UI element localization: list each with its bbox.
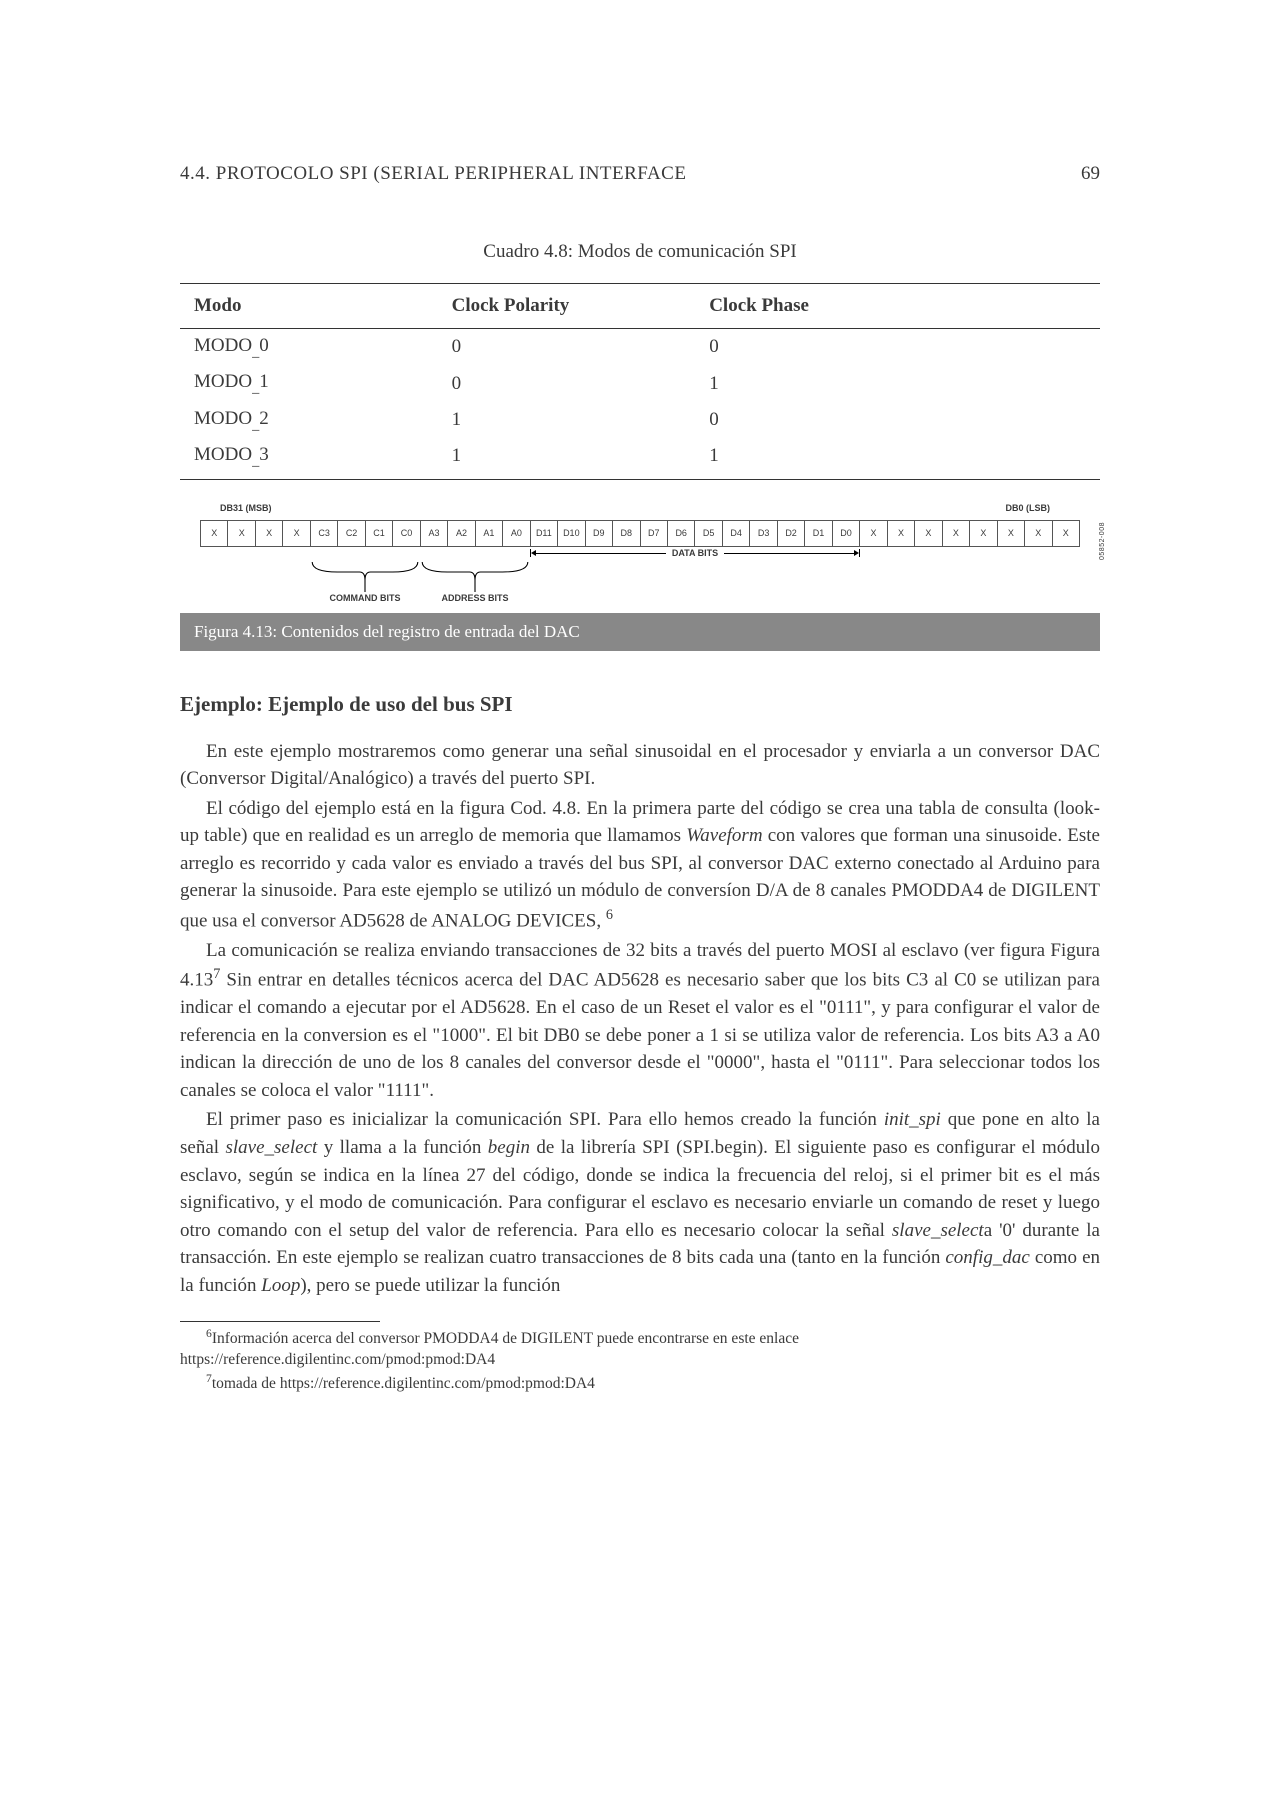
register-diagram: DB31 (MSB) DB0 (LSB) XXXXC3C2C1C0A3A2A1A… bbox=[180, 502, 1100, 604]
bit-cell: X bbox=[1052, 520, 1080, 547]
bit-cell: D10 bbox=[557, 520, 584, 547]
bit-row: XXXXC3C2C1C0A3A2A1A0D11D10D9D8D7D6D5D4D3… bbox=[200, 520, 1080, 547]
bit-cell: X bbox=[997, 520, 1024, 547]
page-number: 69 bbox=[1081, 160, 1100, 188]
spi-modes-table: Modo Clock Polarity Clock Phase MODO_0 0… bbox=[180, 283, 1100, 480]
bit-cell: X bbox=[914, 520, 941, 547]
bit-cell: X bbox=[887, 520, 914, 547]
address-bracket bbox=[420, 562, 530, 592]
command-bracket bbox=[310, 562, 420, 592]
footnote-6: 6Información acerca del conversor PMODDA… bbox=[180, 1326, 1100, 1371]
footnote-rule bbox=[180, 1321, 380, 1322]
table-row: MODO_2 1 0 bbox=[180, 402, 1100, 438]
footnote-7: 7tomada de https://reference.digilentinc… bbox=[180, 1371, 1100, 1395]
table-row: MODO_0 0 0 bbox=[180, 328, 1100, 365]
bit-cell: D3 bbox=[749, 520, 776, 547]
data-bits-bracket: DATA BITS bbox=[530, 547, 860, 560]
col-header-polarity: Clock Polarity bbox=[438, 284, 696, 329]
paragraph: La comunicación se realiza enviando tran… bbox=[180, 937, 1100, 1105]
section-heading: Ejemplo: Ejemplo de uso del bus SPI bbox=[180, 689, 1100, 719]
page-header: 4.4. PROTOCOLO SPI (SERIAL PERIPHERAL IN… bbox=[180, 160, 1100, 188]
bit-cell: A0 bbox=[502, 520, 529, 547]
paragraph: En este ejemplo mostraremos como generar… bbox=[180, 738, 1100, 793]
bit-cell: X bbox=[969, 520, 996, 547]
bit-cell: C0 bbox=[392, 520, 419, 547]
bit-cell: C3 bbox=[310, 520, 337, 547]
lsb-label: DB0 (LSB) bbox=[1006, 502, 1051, 515]
bit-cell: D1 bbox=[804, 520, 831, 547]
paragraph: El código del ejemplo está en la figura … bbox=[180, 795, 1100, 935]
bit-cell: A1 bbox=[475, 520, 502, 547]
bit-cell: D8 bbox=[612, 520, 639, 547]
bit-cell: C1 bbox=[365, 520, 392, 547]
command-bits-label: COMMAND BITS bbox=[310, 592, 420, 605]
bit-cell: D11 bbox=[530, 520, 557, 547]
figure-caption: Figura 4.13: Contenidos del registro de … bbox=[180, 613, 1100, 652]
bit-cell: C2 bbox=[337, 520, 364, 547]
bit-cell: D0 bbox=[832, 520, 859, 547]
msb-label: DB31 (MSB) bbox=[220, 502, 272, 515]
bit-cell: A2 bbox=[447, 520, 474, 547]
bit-cell: D9 bbox=[585, 520, 612, 547]
paragraph: El primer paso es inicializar la comunic… bbox=[180, 1106, 1100, 1299]
bit-cell: A3 bbox=[420, 520, 447, 547]
table-row: MODO_1 0 1 bbox=[180, 365, 1100, 401]
bit-cell: X bbox=[859, 520, 886, 547]
bit-cell: X bbox=[1024, 520, 1051, 547]
bit-cell: X bbox=[282, 520, 309, 547]
bit-cell: X bbox=[942, 520, 969, 547]
bit-cell: D5 bbox=[694, 520, 721, 547]
bit-cell: X bbox=[255, 520, 282, 547]
bit-cell: X bbox=[200, 520, 227, 547]
diagram-side-code: 05852-008 bbox=[1098, 522, 1108, 560]
table-caption: Cuadro 4.8: Modos de comunicación SPI bbox=[180, 238, 1100, 266]
address-bits-label: ADDRESS BITS bbox=[420, 592, 530, 605]
table-row: MODO_3 1 1 bbox=[180, 438, 1100, 480]
section-label: 4.4. PROTOCOLO SPI (SERIAL PERIPHERAL IN… bbox=[180, 160, 686, 188]
bit-cell: D2 bbox=[777, 520, 804, 547]
bit-cell: D7 bbox=[640, 520, 667, 547]
bit-cell: X bbox=[227, 520, 254, 547]
bit-cell: D4 bbox=[722, 520, 749, 547]
col-header-mode: Modo bbox=[180, 284, 438, 329]
bit-cell: D6 bbox=[667, 520, 694, 547]
col-header-phase: Clock Phase bbox=[695, 284, 1100, 329]
